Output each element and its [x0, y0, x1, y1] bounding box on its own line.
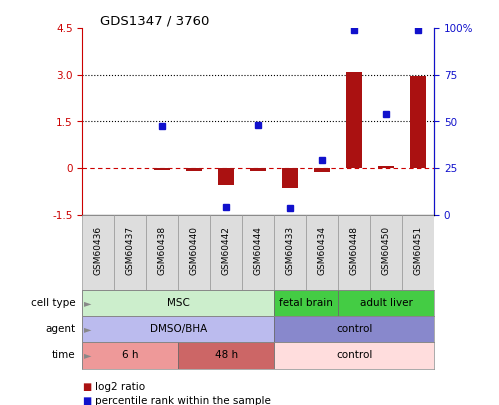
Text: ■: ■	[82, 396, 92, 405]
Bar	[314, 168, 330, 172]
Text: GSM60433: GSM60433	[286, 226, 295, 275]
Text: adult liver: adult liver	[360, 298, 413, 308]
Bar	[146, 215, 178, 290]
Text: GSM60436: GSM60436	[94, 226, 103, 275]
Text: GSM60434: GSM60434	[318, 226, 327, 275]
Bar	[178, 342, 274, 369]
Bar	[114, 215, 146, 290]
Bar	[274, 290, 338, 316]
Text: GSM60450: GSM60450	[382, 226, 391, 275]
Bar	[242, 215, 274, 290]
Bar	[178, 215, 210, 290]
Text: cell type: cell type	[30, 298, 75, 308]
Bar	[154, 168, 170, 170]
Bar	[82, 316, 274, 342]
Bar	[274, 342, 434, 369]
Text: ■: ■	[82, 382, 92, 392]
Bar	[82, 342, 178, 369]
Bar	[346, 72, 362, 168]
Bar	[370, 215, 402, 290]
Bar	[402, 215, 434, 290]
Text: time: time	[52, 350, 75, 360]
Text: GSM60442: GSM60442	[222, 226, 231, 275]
Text: GSM60438: GSM60438	[158, 226, 167, 275]
Text: DMSO/BHA: DMSO/BHA	[150, 324, 207, 334]
Text: fetal brain: fetal brain	[279, 298, 333, 308]
Text: log2 ratio: log2 ratio	[95, 382, 145, 392]
Text: ►: ►	[84, 350, 92, 360]
Bar	[210, 215, 242, 290]
Bar	[250, 168, 266, 171]
Text: GSM60444: GSM60444	[253, 226, 263, 275]
Text: control: control	[336, 324, 372, 334]
Bar	[282, 168, 298, 188]
Text: MSC: MSC	[167, 298, 190, 308]
Bar	[378, 166, 394, 168]
Bar	[218, 168, 234, 185]
Bar	[410, 77, 426, 168]
Bar	[274, 316, 434, 342]
Text: GSM60437: GSM60437	[126, 226, 135, 275]
Bar	[186, 168, 202, 171]
Bar	[82, 290, 274, 316]
Bar	[338, 290, 434, 316]
Bar	[82, 215, 114, 290]
Text: control: control	[336, 350, 372, 360]
Text: agent: agent	[45, 324, 75, 334]
Bar	[274, 215, 306, 290]
Text: ►: ►	[84, 298, 92, 308]
Bar	[338, 215, 370, 290]
Text: GSM60440: GSM60440	[190, 226, 199, 275]
Text: GSM60448: GSM60448	[350, 226, 359, 275]
Text: GDS1347 / 3760: GDS1347 / 3760	[100, 14, 209, 27]
Bar	[306, 215, 338, 290]
Text: 48 h: 48 h	[215, 350, 238, 360]
Text: GSM60451: GSM60451	[414, 226, 423, 275]
Text: percentile rank within the sample: percentile rank within the sample	[95, 396, 270, 405]
Text: 6 h: 6 h	[122, 350, 139, 360]
Text: ►: ►	[84, 324, 92, 334]
